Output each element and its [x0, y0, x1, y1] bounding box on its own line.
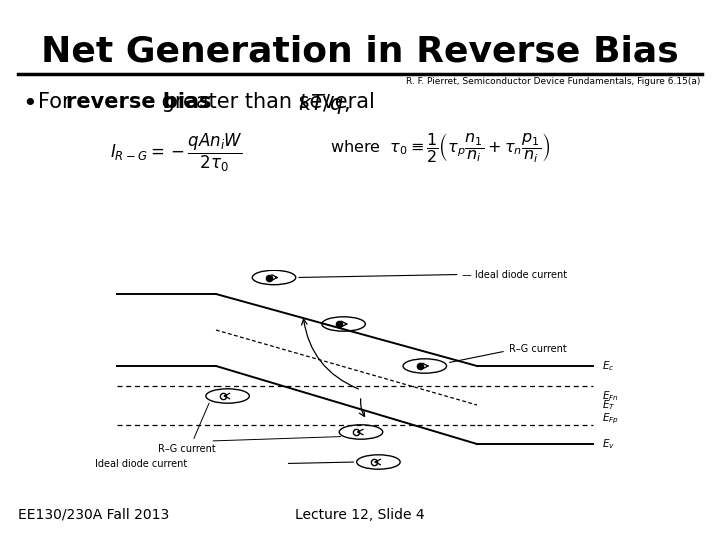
Text: — Ideal diode current: — Ideal diode current — [462, 270, 567, 280]
Text: $E_T$: $E_T$ — [602, 398, 615, 412]
Text: For: For — [38, 92, 77, 112]
Text: $E_v$: $E_v$ — [602, 437, 615, 451]
Text: $E_{Fn}$: $E_{Fn}$ — [602, 389, 618, 403]
Text: $\mathrm{where}\ \ \tau_0 \equiv \dfrac{1}{2}\left(\tau_p\dfrac{n_1}{n_i}+\tau_n: $\mathrm{where}\ \ \tau_0 \equiv \dfrac{… — [330, 132, 550, 165]
Text: Net Generation in Reverse Bias: Net Generation in Reverse Bias — [41, 35, 679, 69]
Text: •: • — [22, 92, 37, 116]
Text: $I_{R-G} = -\dfrac{qAn_iW}{2\tau_0}$: $I_{R-G} = -\dfrac{qAn_iW}{2\tau_0}$ — [110, 132, 243, 174]
Text: R–G current: R–G current — [509, 345, 567, 354]
Text: $E_c$: $E_c$ — [602, 359, 614, 373]
Text: greater than several: greater than several — [155, 92, 382, 112]
Text: R–G current: R–G current — [158, 444, 216, 454]
Text: $E_{Fp}$: $E_{Fp}$ — [602, 411, 618, 426]
Text: EE130/230A Fall 2013: EE130/230A Fall 2013 — [18, 508, 169, 522]
Text: R. F. Pierret, Semiconductor Device Fundamentals, Figure 6.15(a): R. F. Pierret, Semiconductor Device Fund… — [405, 77, 700, 86]
Text: Lecture 12, Slide 4: Lecture 12, Slide 4 — [295, 508, 425, 522]
Text: $kT/q,$: $kT/q,$ — [298, 92, 350, 116]
Text: Ideal diode current: Ideal diode current — [95, 460, 187, 469]
Text: reverse bias: reverse bias — [66, 92, 212, 112]
